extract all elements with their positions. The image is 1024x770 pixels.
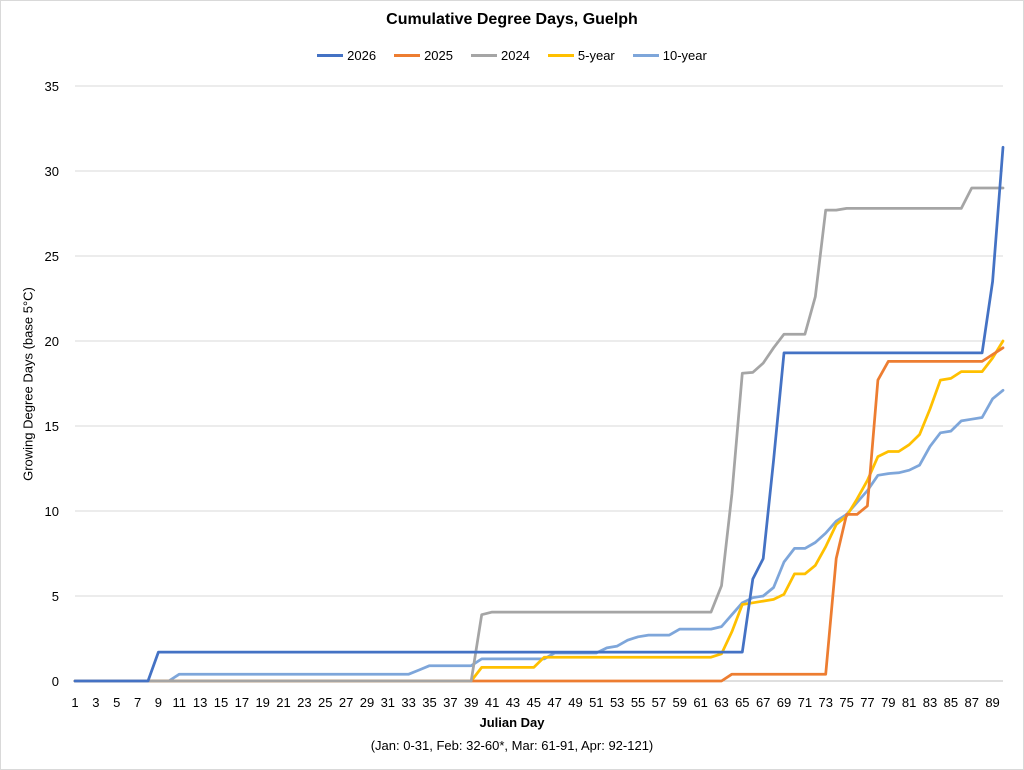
- x-tick-label: 69: [777, 695, 791, 710]
- x-tick-label: 35: [422, 695, 436, 710]
- x-tick-label: 41: [485, 695, 499, 710]
- chart-legend: 2026 2025 2024 5-year 10-year: [0, 48, 1024, 63]
- x-tick-label: 61: [693, 695, 707, 710]
- x-tick-label: 45: [527, 695, 541, 710]
- x-tick-label: 21: [276, 695, 290, 710]
- x-tick-label: 63: [714, 695, 728, 710]
- y-tick-label: 30: [45, 164, 59, 179]
- x-tick-label: 5: [113, 695, 120, 710]
- legend-swatch: [632, 54, 659, 57]
- legend-label: 10-year: [662, 48, 707, 63]
- x-tick-label: 87: [964, 695, 978, 710]
- x-tick-label: 27: [339, 695, 353, 710]
- x-axis-note: (Jan: 0-31, Feb: 32-60*, Mar: 61-91, Apr…: [370, 738, 654, 753]
- series-line-2026: [73, 145, 1005, 683]
- legend-swatch: [317, 54, 344, 57]
- legend-swatch: [394, 54, 421, 57]
- y-axis-label: Growing Degree Days (base 5°C): [20, 287, 36, 481]
- y-tick-label: 0: [52, 674, 59, 689]
- gridlines: [75, 85, 1003, 682]
- x-tick-label: 13: [193, 695, 207, 710]
- x-tick-label: 75: [839, 695, 853, 710]
- x-tick-labels: 1 3 5 7 9 11 13 15 17 19 21 23 25 27 29 31 33 35 37 39 41 43 4…: [71, 695, 999, 710]
- x-tick-label: 15: [214, 695, 228, 710]
- y-tick-labels: 0 5 10 15 20 25 30 35: [45, 79, 59, 689]
- x-tick-label: 9: [155, 695, 162, 710]
- x-tick-label: 59: [673, 695, 687, 710]
- x-tick-label: 65: [735, 695, 749, 710]
- x-tick-label: 79: [881, 695, 895, 710]
- legend-item-2025: 2025: [394, 48, 453, 63]
- x-tick-label: 11: [173, 695, 187, 710]
- x-tick-label: 53: [610, 695, 624, 710]
- legend-label: 5-year: [577, 48, 615, 63]
- x-tick-label: 7: [134, 695, 141, 710]
- x-tick-label: 83: [923, 695, 937, 710]
- x-tick-label: 19: [255, 695, 269, 710]
- x-tick-label: 3: [92, 695, 99, 710]
- x-axis-label: Julian Day: [479, 715, 545, 730]
- x-tick-label: 23: [297, 695, 311, 710]
- x-tick-label: 51: [589, 695, 603, 710]
- x-tick-label: 29: [360, 695, 374, 710]
- x-tick-label: 39: [464, 695, 478, 710]
- x-tick-label: 33: [401, 695, 415, 710]
- x-tick-label: 71: [798, 695, 812, 710]
- legend-label: 2024: [500, 48, 530, 63]
- x-tick-label: 37: [443, 695, 457, 710]
- x-tick-label: 49: [568, 695, 582, 710]
- y-tick-label: 5: [52, 589, 59, 604]
- series-line-2025: [73, 346, 1005, 683]
- x-tick-label: 47: [547, 695, 561, 710]
- legend-label: 2026: [347, 48, 377, 63]
- x-tick-label: 31: [381, 695, 395, 710]
- series-lines: [73, 145, 1005, 683]
- x-tick-label: 73: [819, 695, 833, 710]
- x-tick-label: 85: [944, 695, 958, 710]
- x-tick-label: 17: [235, 695, 249, 710]
- x-tick-label: 1: [71, 695, 78, 710]
- legend-item-2026: 2026: [317, 48, 376, 63]
- legend-swatch: [547, 54, 574, 57]
- legend-swatch: [470, 54, 497, 57]
- legend-item-10-year: 10-year: [632, 48, 707, 63]
- x-tick-label: 67: [756, 695, 770, 710]
- x-tick-label: 43: [506, 695, 520, 710]
- chart-title: Cumulative Degree Days, Guelph: [386, 11, 638, 28]
- x-tick-label: 89: [985, 695, 999, 710]
- legend-label: 2025: [424, 48, 453, 63]
- y-tick-label: 10: [45, 504, 59, 519]
- legend-item-5-year: 5-year: [547, 48, 615, 63]
- y-tick-label: 35: [45, 79, 59, 94]
- x-tick-label: 25: [318, 695, 332, 710]
- x-tick-label: 55: [631, 695, 645, 710]
- series-line-5-year: [73, 339, 1005, 683]
- x-tick-label: 57: [652, 695, 666, 710]
- y-tick-label: 20: [45, 334, 59, 349]
- y-tick-label: 25: [45, 249, 59, 264]
- legend-item-2024: 2024: [470, 48, 530, 63]
- series-line-2024: [73, 186, 1005, 683]
- series-line-10-year: [73, 388, 1005, 683]
- x-tick-label: 81: [902, 695, 916, 710]
- x-tick-label: 77: [860, 695, 874, 710]
- y-tick-label: 15: [45, 419, 59, 434]
